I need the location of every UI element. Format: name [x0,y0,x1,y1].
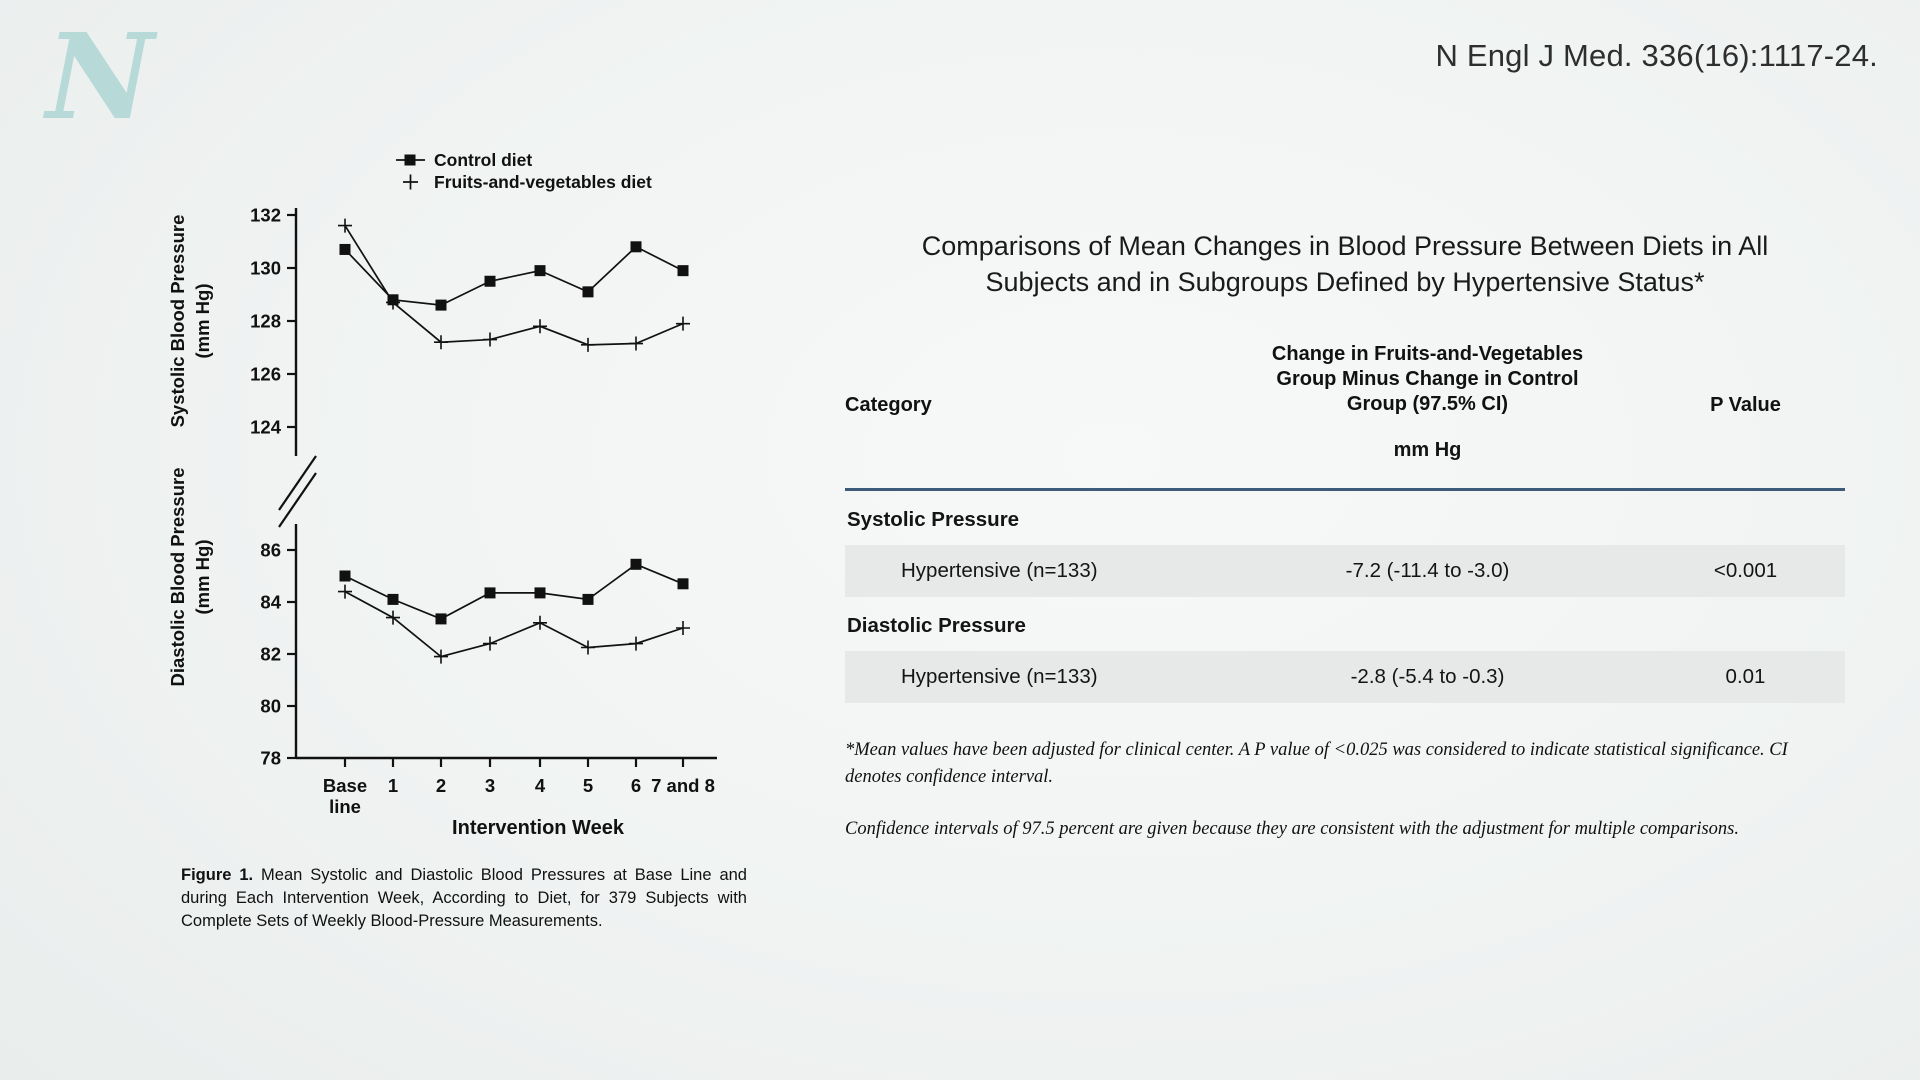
marker-square [435,299,447,311]
marker-plus [676,316,690,331]
unit-header: mm Hg [1393,438,1462,461]
marker-plus [629,636,643,651]
x-tick-label: line [329,796,361,817]
marker-plus [581,337,595,352]
comparison-table: Comparisons of Mean Changes in Blood Pre… [845,228,1845,843]
marker-plus [434,649,448,664]
row-change-value: -2.8 (-5.4 to -0.3) [1350,664,1505,688]
x-tick-label: 5 [583,775,593,796]
axis-break-slash [278,472,317,528]
x-tick-label: 2 [436,775,446,796]
marker-square [484,275,496,287]
marker-plus [338,218,352,233]
y-tick-label: 124 [250,417,282,438]
marker-square [534,587,546,599]
legend-marker-plus [403,174,418,190]
table-row-systolic-hypertensive: Hypertensive (n=133) -7.2 (-11.4 to -3.0… [845,544,1845,597]
marker-plus [533,319,547,334]
axis-break-slash [278,455,317,511]
marker-plus [581,640,595,655]
table-row-diastolic-hypertensive: Hypertensive (n=133) -2.8 (-5.4 to -0.3)… [845,650,1845,703]
marker-square [677,578,689,590]
marker-plus [338,584,352,599]
marker-plus [483,332,497,347]
footnote-2: Confidence intervals of 97.5 percent are… [845,819,1740,840]
y-tick-label: 80 [260,696,281,717]
row-p-value: 0.01 [1725,664,1766,688]
x-tick-label: Base [323,775,367,796]
legend-label: Fruits-and-vegetables diet [434,172,652,192]
y-tick-label: 82 [260,644,281,665]
y-axis-title: Diastolic Blood Pressure [167,468,188,687]
marker-plus [434,335,448,350]
marker-square [339,570,351,582]
y-tick-label: 128 [250,311,281,332]
marker-square [582,286,594,298]
marker-plus [676,621,690,635]
series-line [344,590,684,658]
series-line [344,225,684,346]
marker-square [582,593,594,605]
col-header-change: Change in Fruits-and-Vegetables Group Mi… [1175,342,1680,416]
x-tick-label: 4 [535,775,546,796]
row-category: Hypertensive (n=133) [901,664,1098,688]
nejm-logo: N [42,18,158,138]
y-tick-label: 132 [250,205,281,226]
y-tick-label: 78 [260,748,281,769]
y-axis-title: Systolic Blood Pressure [167,215,188,428]
x-axis-title: Intervention Week [452,817,625,839]
col-header-change-line1: Change in Fruits-and-Vegetables [1271,343,1584,366]
col-header-category: Category [845,393,932,416]
figure-caption: Figure 1. Mean Systolic and Diastolic Bl… [181,864,747,932]
y-axis-unit: (mm Hg) [192,539,213,614]
marker-square [387,593,399,605]
row-category: Hypertensive (n=133) [901,558,1098,582]
x-tick-label: 1 [388,775,398,796]
marker-square [435,613,447,625]
marker-square [630,558,642,570]
col-header-change-line2: Group Minus Change in Control [1276,368,1579,391]
y-tick-label: 86 [260,540,281,561]
marker-square [534,265,546,277]
marker-plus [483,636,497,651]
marker-square [677,265,689,277]
header-rule [845,487,1845,491]
y-tick-label: 130 [250,258,281,279]
marker-plus [386,295,400,310]
marker-square [630,241,642,253]
panel-diastolic: 86 84 82 80 78 Diastolic Blood Pressure (mm Hg… [167,468,690,769]
y-axis-unit: (mm Hg) [192,283,213,358]
x-tick-label: 6 [631,775,641,796]
series-line [344,245,684,306]
series-line [344,563,684,620]
row-p-value: <0.001 [1713,558,1778,582]
y-tick-label: 84 [260,592,281,613]
figure-caption-label: Figure 1. [181,866,254,884]
marker-plus [386,610,400,625]
legend-marker-square [404,154,416,166]
section-label-diastolic: Diastolic Pressure [847,613,1026,637]
col-header-change-line3: Group (97.5% CI) [1346,392,1509,415]
x-tick-label: 3 [485,775,495,796]
legend-label: Control diet [434,150,532,170]
figure-caption-text: Mean Systolic and Diastolic Blood Pressu… [181,866,747,930]
panel-systolic: 132 130 128 126 124 Systolic Blood Pressure (m… [167,205,690,456]
marker-square [339,243,351,255]
marker-plus [533,615,547,630]
row-change-value: -7.2 (-11.4 to -3.0) [1345,558,1510,582]
footnote-1: *Mean values have been adjusted for clin… [845,739,1788,787]
table-header-row: Category Change in Fruits-and-Vegetables… [845,342,1845,416]
section-label-systolic: Systolic Pressure [847,507,1020,531]
x-tick-label: 7 and 8 [651,775,715,796]
table-title: Comparisons of Mean Changes in Blood Pre… [921,231,1769,298]
y-tick-label: 126 [250,364,281,385]
marker-plus [629,336,643,351]
journal-citation: N Engl J Med. 336(16):1117-24. [1435,38,1878,73]
marker-square [484,587,496,599]
nejm-logo-letter: N [42,18,158,138]
col-header-pvalue: P Value [1710,393,1781,416]
